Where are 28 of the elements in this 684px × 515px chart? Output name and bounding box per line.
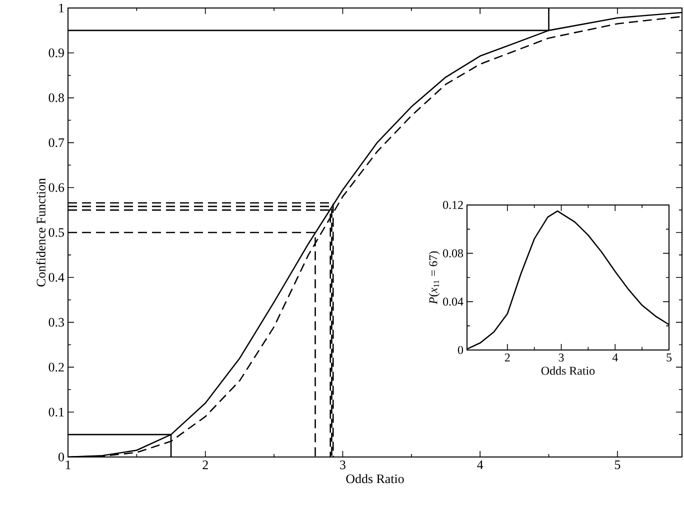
x-tick-label: 4 [477,460,484,470]
y-axis-title: Confidence Function [36,178,46,286]
y-tick-label: 1 [59,4,64,12]
y-tick-label: 0.6 [48,183,64,192]
x-tick-label: 5 [614,460,620,470]
y-tick-label: 0.7 [48,138,64,148]
y-tick-label: 0.12 [443,200,463,210]
y-tick-label: 0.3 [48,318,64,327]
y-tick-label: 0.4 [48,273,64,282]
y-tick-label: 0.1 [48,408,64,416]
y-tick-label: 0.5 [48,228,64,237]
y-tick-label: 0.08 [443,249,464,258]
y-tick-label: 0 [58,452,64,462]
x-tick-label: 1 [66,460,70,470]
x-axis-title: Odds Ratio [346,474,404,484]
x-tick-label: 3 [558,354,564,362]
y-tick-label: 0.9 [48,48,64,58]
x-tick-label: 2 [504,354,510,362]
y-tick-label: 0.04 [443,298,464,306]
x-tick-label: 5 [666,354,672,362]
x-axis-title: Odds Ratio [541,366,595,375]
y-tick-label: 0.2 [48,362,64,372]
y-tick-label: 0.8 [48,93,64,102]
x-tick-label: 2 [202,460,208,470]
x-tick-label: 3 [340,460,346,470]
y-tick-label: 0 [458,346,464,354]
x-tick-label: 4 [612,354,618,362]
y-axis-title: P(x$_{11}$ = 67) [428,251,440,304]
